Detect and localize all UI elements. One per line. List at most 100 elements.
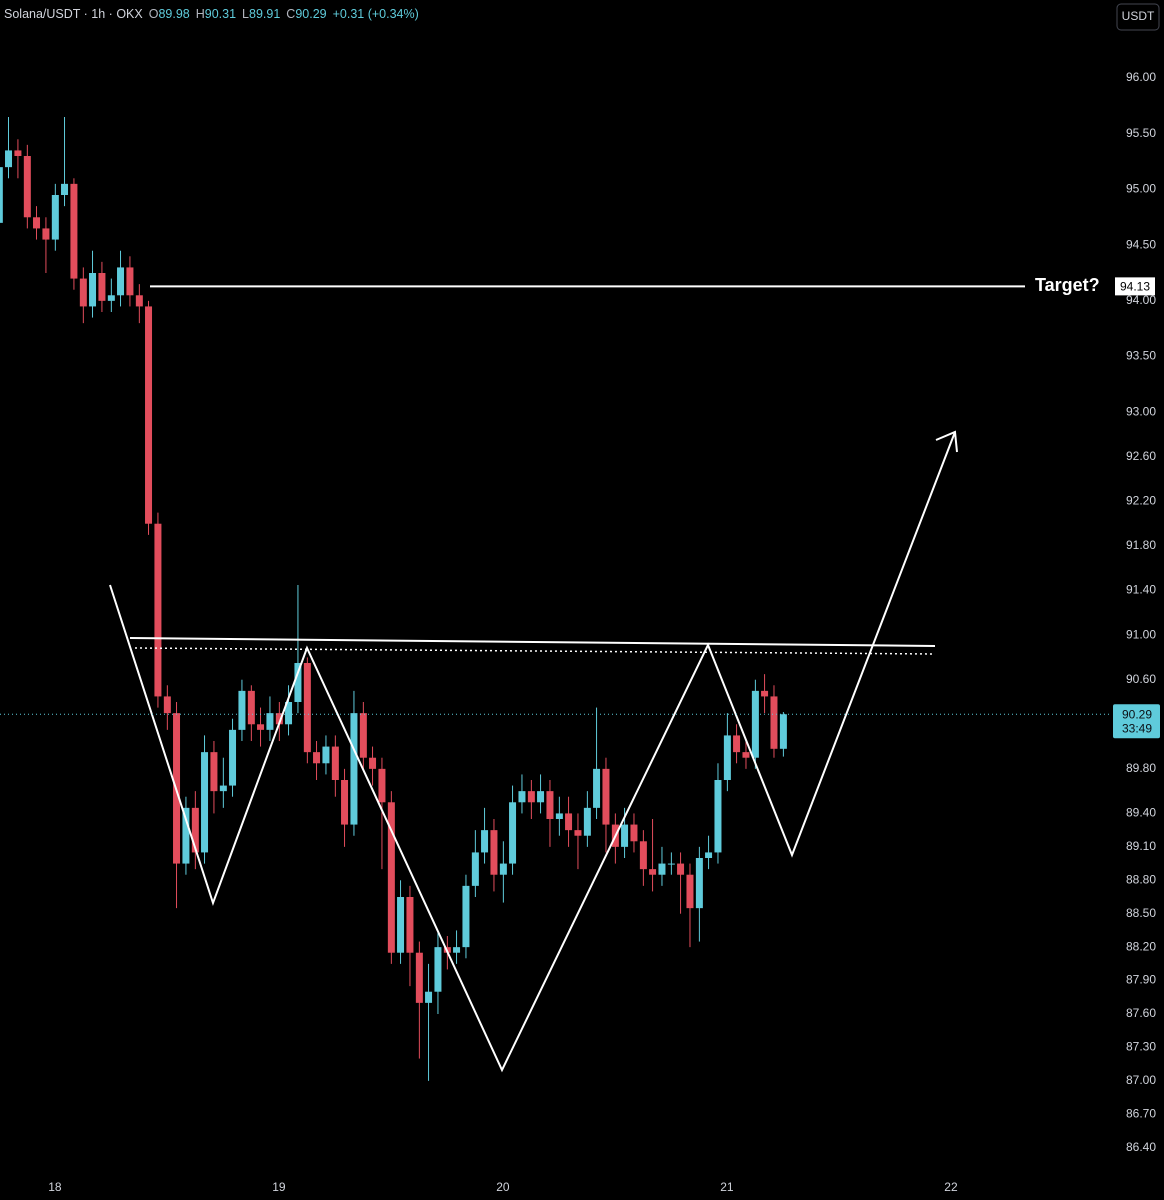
candle-body [546, 791, 554, 819]
candle-body [210, 752, 218, 792]
candle-body [453, 947, 461, 953]
ohlc-key: O [148, 7, 159, 21]
candle-body [779, 714, 787, 749]
ohlc: O89.98 [149, 7, 190, 21]
candle-body [378, 768, 386, 803]
y-tick-label: 96.00 [1126, 70, 1156, 84]
ohlc-value: 90.29 [295, 7, 327, 21]
candle-body [425, 991, 433, 1003]
candle-body [79, 278, 87, 307]
candle-body [191, 807, 199, 853]
candle-body [667, 863, 675, 865]
candle-body [369, 757, 377, 769]
y-tick-label: 93.50 [1126, 349, 1156, 363]
candle-body [462, 885, 470, 948]
y-tick-label: 89.80 [1126, 761, 1156, 775]
x-tick-label: 22 [944, 1180, 958, 1194]
candle-body [518, 791, 526, 803]
candle-body [537, 791, 545, 803]
candle-body [126, 267, 134, 296]
ohlc-value: 90.31 [204, 7, 237, 21]
candle-body [257, 724, 265, 730]
candle-body [229, 729, 237, 786]
candle-body [0, 167, 3, 223]
ohlc: H90.31 [196, 7, 236, 21]
candle-body [742, 752, 750, 758]
candle-body [247, 690, 255, 725]
candle-body [621, 824, 629, 847]
target-price-label: 94.13 [1120, 280, 1150, 294]
candle-body [397, 897, 405, 953]
candle-body [555, 813, 563, 819]
candle-body [415, 952, 423, 1003]
ohlc-key: C [286, 7, 296, 21]
candle-body [285, 702, 293, 725]
candle-body [733, 735, 741, 753]
target-price-box [1115, 277, 1155, 296]
candle-body [294, 663, 302, 702]
y-tick-label: 88.20 [1126, 939, 1156, 953]
y-tick-label: 90.60 [1126, 672, 1156, 686]
projection-path [109, 431, 956, 1073]
candle-body [761, 690, 769, 697]
y-tick-label: 92.20 [1126, 494, 1156, 508]
last-price-label: 90.29 [1122, 707, 1152, 721]
candle-body [117, 267, 125, 296]
candle-body [490, 830, 498, 875]
candle-body [331, 746, 339, 780]
ohlc-key: L [242, 7, 249, 21]
candle-body [677, 863, 685, 875]
candle-body [723, 735, 731, 780]
candle-body [42, 228, 50, 240]
candle-body [107, 295, 115, 301]
y-tick-label: 93.00 [1126, 404, 1156, 418]
candle-body [303, 663, 311, 753]
candle-body [154, 523, 162, 697]
y-tick-label: 95.00 [1126, 182, 1156, 196]
ohlc-value: 89.91 [249, 7, 281, 21]
pattern-drawing [109, 430, 958, 1073]
candle-body [201, 752, 209, 853]
y-tick-label: 87.00 [1126, 1073, 1156, 1087]
y-tick-label: 91.80 [1126, 538, 1156, 552]
y-tick-label: 92.60 [1126, 449, 1156, 463]
y-tick-label: 89.40 [1126, 806, 1156, 820]
candle-body [602, 768, 610, 825]
candle-body [649, 869, 657, 875]
arrow-head [935, 430, 958, 453]
candle-body [61, 183, 69, 195]
currency-button[interactable] [1116, 3, 1160, 31]
candle-body [313, 752, 321, 764]
x-tick-label: 20 [496, 1180, 510, 1194]
candle-body [527, 791, 535, 803]
candle-body [705, 852, 713, 858]
y-tick-label: 89.10 [1126, 839, 1156, 853]
candle-body [574, 830, 582, 836]
y-tick-label: 87.60 [1126, 1006, 1156, 1020]
candle-body [471, 852, 479, 886]
candle-body [135, 295, 143, 307]
candle-body [406, 897, 414, 953]
candle-body [583, 807, 591, 836]
symbol: Solana/USDT · 1h · OKX [4, 7, 143, 21]
candle-body [481, 830, 489, 853]
candle-body [23, 156, 31, 218]
x-tick-label: 19 [272, 1180, 286, 1194]
legend-header: Solana/USDT · 1h · OKX O89.98 H90.31 L89… [4, 7, 419, 21]
countdown: 33:49 [1122, 721, 1152, 735]
candle-body [70, 183, 78, 279]
candle-body [387, 802, 395, 953]
candle-body [51, 195, 59, 240]
candle-body [350, 713, 358, 825]
candle-body [686, 874, 694, 909]
candle-body [5, 150, 13, 168]
candle-body [182, 807, 190, 864]
neckline [129, 637, 936, 647]
candle-body [98, 273, 106, 301]
y-tick-label: 95.50 [1126, 126, 1156, 140]
x-tick-label: 18 [48, 1180, 62, 1194]
candle-body [275, 713, 283, 725]
candle-body [89, 273, 97, 307]
currency[interactable]: USDT [1122, 9, 1155, 23]
